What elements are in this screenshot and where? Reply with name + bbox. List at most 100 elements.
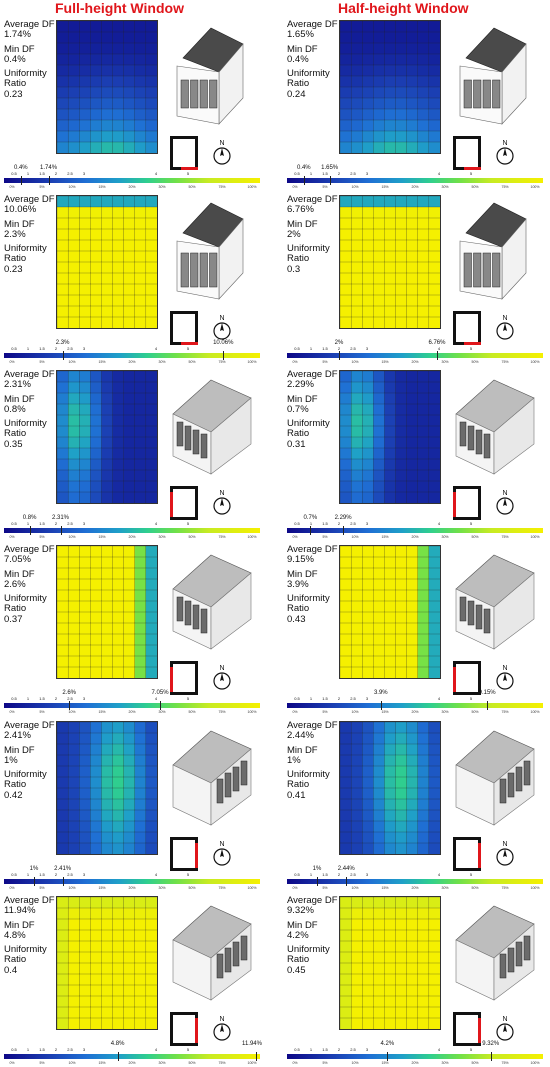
heatmap-cell: [340, 86, 352, 99]
heatmap-cell: [57, 722, 69, 734]
heatmap-cell: [373, 403, 385, 416]
heatmap-cell: [428, 556, 440, 569]
heatmap-cell: [373, 907, 385, 920]
north-arrow-icon: N: [496, 665, 514, 690]
heatmap-cell: [350, 371, 363, 383]
heatmap-cell: [90, 64, 102, 77]
min-marker-label: 0.4%: [13, 165, 28, 171]
heatmap-cell: [101, 897, 113, 909]
heatmap-cell: [57, 622, 69, 635]
daylight-heatmap: [56, 370, 158, 504]
heatmap-cell: [112, 97, 125, 110]
min-marker: [310, 526, 312, 535]
heatmap-cell: [340, 31, 352, 44]
heatmap-cell: [373, 414, 385, 427]
heatmap-cell: [112, 294, 125, 307]
heatmap-cell: [67, 217, 80, 230]
legend-tick: 4: [154, 171, 158, 176]
heatmap-cell: [395, 119, 408, 132]
stats-block: Average DF 6.76% Min DF 2% Uniformity Ratio 0.…: [287, 194, 339, 275]
heatmap-cell: [145, 732, 157, 745]
heatmap-cell: [373, 75, 385, 88]
heatmap-cell: [362, 743, 374, 756]
heatmap-cell: [79, 907, 91, 920]
heatmap-cell: [362, 53, 374, 66]
heatmap-cell: [340, 206, 352, 219]
heatmap-cell: [57, 141, 69, 153]
heatmap-cell: [406, 722, 419, 734]
heatmap-cell: [101, 984, 113, 997]
heatmap-cell: [395, 206, 408, 219]
heatmap-cell: [373, 546, 385, 558]
heatmap-cell: [57, 75, 69, 88]
heatmap-cell: [362, 469, 374, 482]
heatmap-cell: [373, 655, 385, 668]
heatmap-cell: [428, 929, 440, 942]
heatmap-cell: [428, 272, 440, 285]
legend-tick: 3: [82, 171, 86, 176]
heatmap-cell: [428, 765, 440, 778]
heatmap-cell: [340, 556, 352, 569]
heatmap-cell: [112, 272, 125, 285]
heatmap-cell: [340, 809, 352, 822]
legend-tick: 1.5: [322, 872, 328, 877]
heatmap-cell: [384, 447, 396, 460]
heatmap-cell: [57, 305, 69, 318]
legend-colorbar: [4, 1054, 260, 1059]
heatmap-cell: [101, 787, 113, 800]
legend-tick: 2.5: [350, 346, 356, 351]
window: [473, 79, 482, 109]
heatmap-cell: [57, 546, 69, 558]
legend-sub-tick: 0%: [292, 535, 298, 539]
heatmap-cell: [417, 798, 430, 811]
legend-tick: 1.5: [322, 696, 328, 701]
heatmap-cell: [395, 951, 408, 964]
heatmap-cell: [123, 196, 136, 208]
legend-tick: 3: [365, 346, 369, 351]
north-label: N: [219, 490, 224, 497]
heatmap-cell: [350, 787, 363, 800]
heatmap-cell: [417, 42, 430, 55]
heatmap-cell: [373, 743, 385, 756]
heatmap-cell: [79, 250, 91, 263]
heatmap-cell: [57, 644, 69, 657]
heatmap-cell: [145, 589, 157, 602]
heatmap-cell: [57, 272, 69, 285]
heatmap-cell: [350, 622, 363, 635]
legend-sub-tick: 20%: [411, 185, 419, 189]
heatmap-cell: [123, 217, 136, 230]
heatmap-cell: [362, 973, 374, 986]
heatmap-cell: [67, 567, 80, 580]
heatmap-cell: [340, 97, 352, 110]
heatmap-cell: [90, 567, 102, 580]
heatmap-cell: [101, 666, 113, 678]
heatmap-cell: [395, 250, 408, 263]
heatmap-cell: [373, 480, 385, 493]
heatmap-cell: [373, 940, 385, 953]
heatmap-cell: [79, 75, 91, 88]
heatmap-cell: [428, 907, 440, 920]
ratio-label: Ratio: [287, 253, 310, 265]
legend-sub-tick: 30%: [441, 710, 449, 714]
legend-sub-tick: 15%: [381, 886, 389, 890]
heatmap-cell: [350, 436, 363, 449]
legend-ticks: 0.5 1 1.5 2 2.5 3 4 5: [4, 171, 260, 177]
heatmap-cell: [417, 294, 430, 307]
heatmap-cell: [362, 732, 374, 745]
heatmap-cell: [79, 951, 91, 964]
legend-sub-tick: 30%: [158, 535, 166, 539]
heatmap-cell: [395, 798, 408, 811]
heatmap-cell: [90, 633, 102, 646]
heatmap-cell: [417, 86, 430, 99]
min-label: Min DF: [287, 919, 318, 931]
min-value: 0.4%: [287, 53, 309, 65]
legend-tick: 2.5: [67, 171, 73, 176]
heatmap-cell: [350, 458, 363, 471]
heatmap-cell: [134, 556, 147, 569]
heatmap-cell: [90, 480, 102, 493]
heatmap-cell: [428, 600, 440, 613]
heatmap-cell: [112, 53, 125, 66]
heatmap-cell: [101, 962, 113, 975]
heatmap-cell: [406, 239, 419, 252]
heatmap-cell: [350, 381, 363, 394]
